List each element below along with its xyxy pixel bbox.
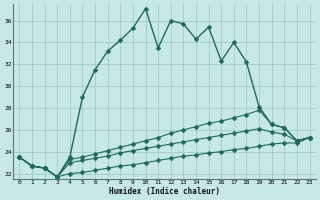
X-axis label: Humidex (Indice chaleur): Humidex (Indice chaleur) xyxy=(109,187,220,196)
